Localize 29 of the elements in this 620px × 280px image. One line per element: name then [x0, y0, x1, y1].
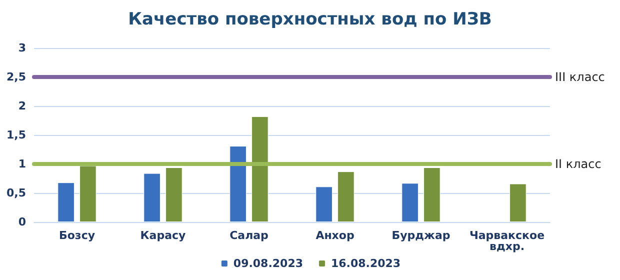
y-tick-label: 0,5 — [6, 186, 26, 200]
bar — [510, 184, 526, 222]
bar — [58, 182, 74, 222]
legend-label: 16.08.2023 — [331, 257, 401, 270]
bar — [230, 146, 246, 222]
x-tick-label: Салар — [230, 229, 269, 242]
x-tick-label: Карасу — [140, 229, 186, 242]
y-tick-label: 2,5 — [6, 70, 26, 84]
bar — [338, 172, 354, 222]
legend-label: 09.08.2023 — [233, 257, 304, 270]
bar — [252, 116, 268, 222]
chart-title: Качество поверхностных вод по ИЗВ — [128, 10, 492, 30]
bar — [166, 167, 182, 222]
y-tick-label: 0 — [18, 216, 26, 228]
bar — [80, 166, 96, 222]
bar — [424, 167, 440, 222]
y-tick-label: 2 — [18, 100, 26, 112]
ref-line-label: II класс — [555, 157, 602, 171]
bar — [402, 183, 418, 222]
bar — [144, 173, 160, 222]
x-tick-label: Чарвакское вдхр. — [469, 229, 545, 253]
y-tick-label: 1 — [18, 158, 26, 170]
x-tick-label: Бозсу — [58, 229, 96, 242]
ref-line-label: III класс — [555, 70, 605, 84]
x-tick-label: Бурджар — [392, 229, 450, 242]
y-tick-label: 1,5 — [6, 128, 26, 142]
bar — [316, 186, 332, 222]
y-tick-label: 3 — [18, 42, 26, 54]
x-tick-label: Анхор — [316, 229, 354, 242]
